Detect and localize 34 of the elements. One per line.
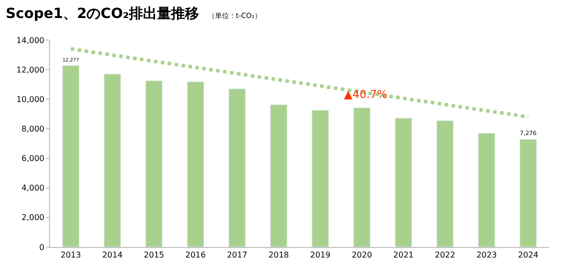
- bar: [104, 74, 121, 247]
- bar: [62, 65, 80, 247]
- annotation: ▲40.7%: [344, 88, 388, 101]
- y-tick-label: 12,000: [16, 65, 44, 74]
- bar: [436, 120, 454, 247]
- x-tick-label: 2024: [518, 250, 538, 260]
- bar: [478, 132, 496, 247]
- bar: [312, 110, 329, 247]
- y-tick-label: 14,000: [16, 36, 44, 45]
- y-tick-label: 0: [39, 242, 44, 252]
- x-tick-label: 2020: [352, 250, 372, 260]
- x-tick-label: 2021: [393, 250, 414, 260]
- y-tick-label: 4,000: [21, 184, 44, 193]
- x-tick-label: 2016: [185, 250, 206, 260]
- x-tick-label: 2014: [102, 250, 123, 260]
- bar: [145, 80, 163, 247]
- x-tick-label: 2015: [144, 250, 164, 260]
- bar: [186, 81, 204, 247]
- bar: [520, 139, 537, 247]
- bar: [228, 88, 246, 247]
- x-tick-label: 2019: [310, 250, 330, 260]
- x-tick-label: 2018: [268, 250, 289, 260]
- chart-title: Scope1、2のCO₂排出量推移: [6, 6, 200, 22]
- y-tick-label: 8,000: [21, 124, 44, 134]
- bar: [353, 107, 370, 247]
- y-tick-label: 6,000: [21, 154, 44, 164]
- y-tick-label: 10,000: [16, 94, 44, 104]
- x-tick-label: 2023: [476, 250, 497, 260]
- bar: [394, 118, 412, 247]
- x-tick-label: 2022: [434, 250, 456, 260]
- y-tick-label: 2,000: [21, 213, 44, 222]
- x-tick-label: 2013: [60, 250, 81, 260]
- x-tick-label: 2017: [226, 250, 248, 260]
- bar: [270, 104, 288, 247]
